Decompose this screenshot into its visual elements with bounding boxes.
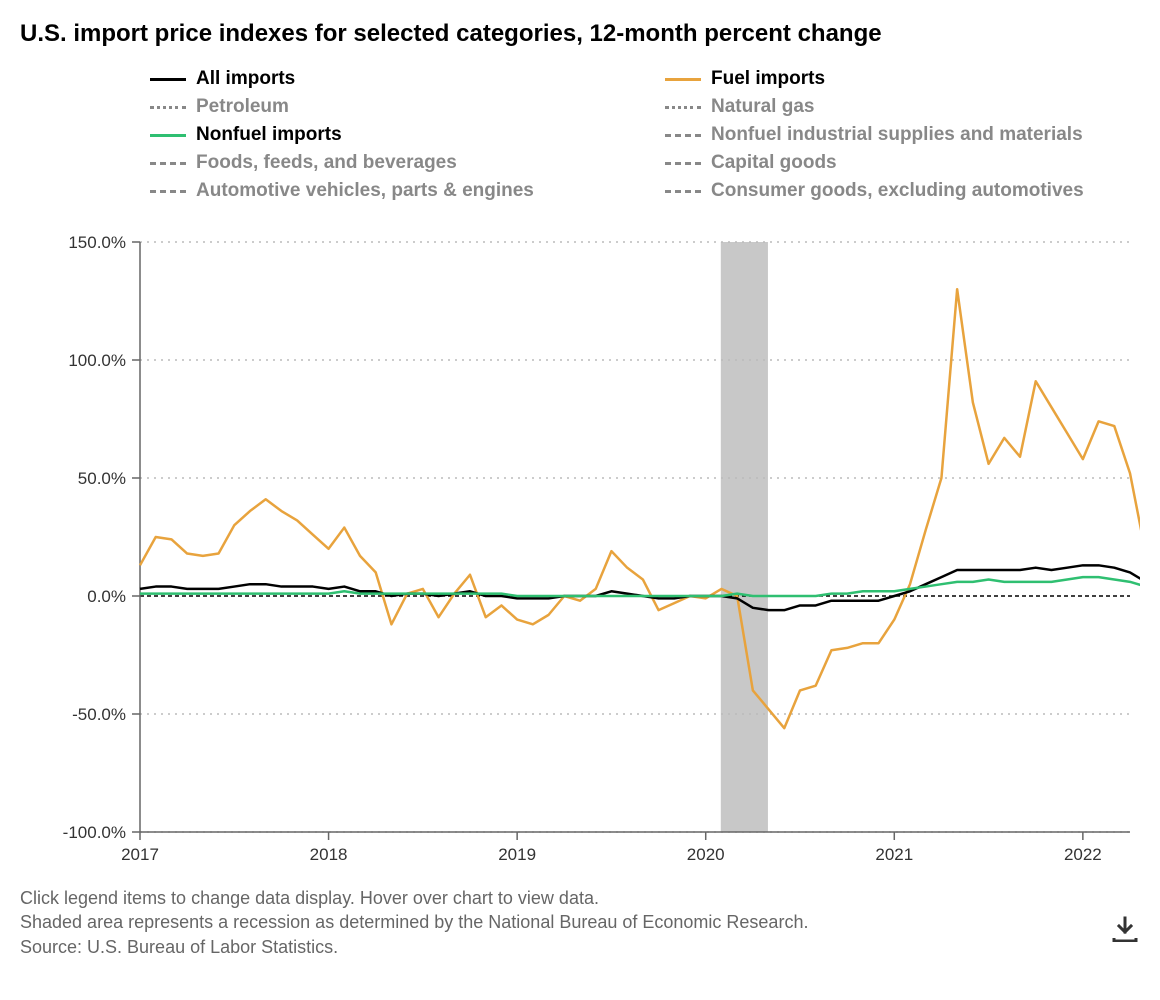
legend-label: Consumer goods, excluding automotives	[711, 180, 1084, 202]
svg-text:-100.0%: -100.0%	[63, 823, 126, 842]
legend-swatch	[665, 162, 701, 165]
footnote-line: Click legend items to change data displa…	[20, 886, 1140, 910]
legend-swatch	[665, 190, 701, 193]
legend-swatch	[150, 106, 186, 109]
legend-item[interactable]: Petroleum	[150, 96, 625, 118]
legend-label: All imports	[196, 68, 295, 90]
footnote-line: Shaded area represents a recession as de…	[20, 910, 1140, 934]
legend-label: Capital goods	[711, 152, 837, 174]
chart-plot[interactable]: -100.0% -50.0% 0.0% 50.0% 100.0% 150.0% 2017 20…	[20, 232, 1140, 872]
download-icon[interactable]	[1110, 916, 1140, 942]
legend-swatch	[150, 134, 186, 137]
legend-label: Natural gas	[711, 96, 814, 118]
svg-text:2020: 2020	[687, 845, 725, 864]
chart-footnotes: Click legend items to change data displa…	[20, 886, 1140, 959]
series-line	[140, 565, 1140, 610]
svg-text:2019: 2019	[498, 845, 536, 864]
svg-text:50.0%: 50.0%	[78, 469, 126, 488]
legend-swatch	[150, 78, 186, 81]
legend-item[interactable]: All imports	[150, 68, 625, 90]
legend-label: Fuel imports	[711, 68, 825, 90]
legend-item[interactable]: Nonfuel imports	[150, 124, 625, 146]
svg-text:100.0%: 100.0%	[68, 351, 126, 370]
legend-item[interactable]: Fuel imports	[665, 68, 1140, 90]
legend-label: Nonfuel industrial supplies and material…	[711, 124, 1083, 146]
chart-title: U.S. import price indexes for selected c…	[20, 20, 1140, 48]
svg-text:150.0%: 150.0%	[68, 233, 126, 252]
legend-swatch	[665, 134, 701, 137]
legend-swatch	[150, 190, 186, 193]
chart-legend: All imports Fuel imports Petroleum Natural …	[150, 68, 1140, 202]
svg-text:0.0%: 0.0%	[87, 587, 126, 606]
legend-item[interactable]: Automotive vehicles, parts & engines	[150, 180, 625, 202]
legend-label: Automotive vehicles, parts & engines	[196, 180, 534, 202]
footnote-line: Source: U.S. Bureau of Labor Statistics.	[20, 935, 1140, 959]
legend-item[interactable]: Natural gas	[665, 96, 1140, 118]
legend-item[interactable]: Capital goods	[665, 152, 1140, 174]
svg-text:-50.0%: -50.0%	[72, 705, 126, 724]
legend-label: Foods, feeds, and beverages	[196, 152, 457, 174]
svg-text:2022: 2022	[1064, 845, 1102, 864]
legend-item[interactable]: Foods, feeds, and beverages	[150, 152, 625, 174]
svg-text:2017: 2017	[121, 845, 159, 864]
svg-text:2018: 2018	[310, 845, 348, 864]
svg-text:2021: 2021	[875, 845, 913, 864]
legend-item[interactable]: Consumer goods, excluding automotives	[665, 180, 1140, 202]
legend-swatch	[665, 106, 701, 109]
legend-swatch	[150, 162, 186, 165]
legend-label: Nonfuel imports	[196, 124, 342, 146]
legend-swatch	[665, 78, 701, 81]
legend-item[interactable]: Nonfuel industrial supplies and material…	[665, 124, 1140, 146]
series-line	[140, 289, 1140, 728]
legend-label: Petroleum	[196, 96, 289, 118]
